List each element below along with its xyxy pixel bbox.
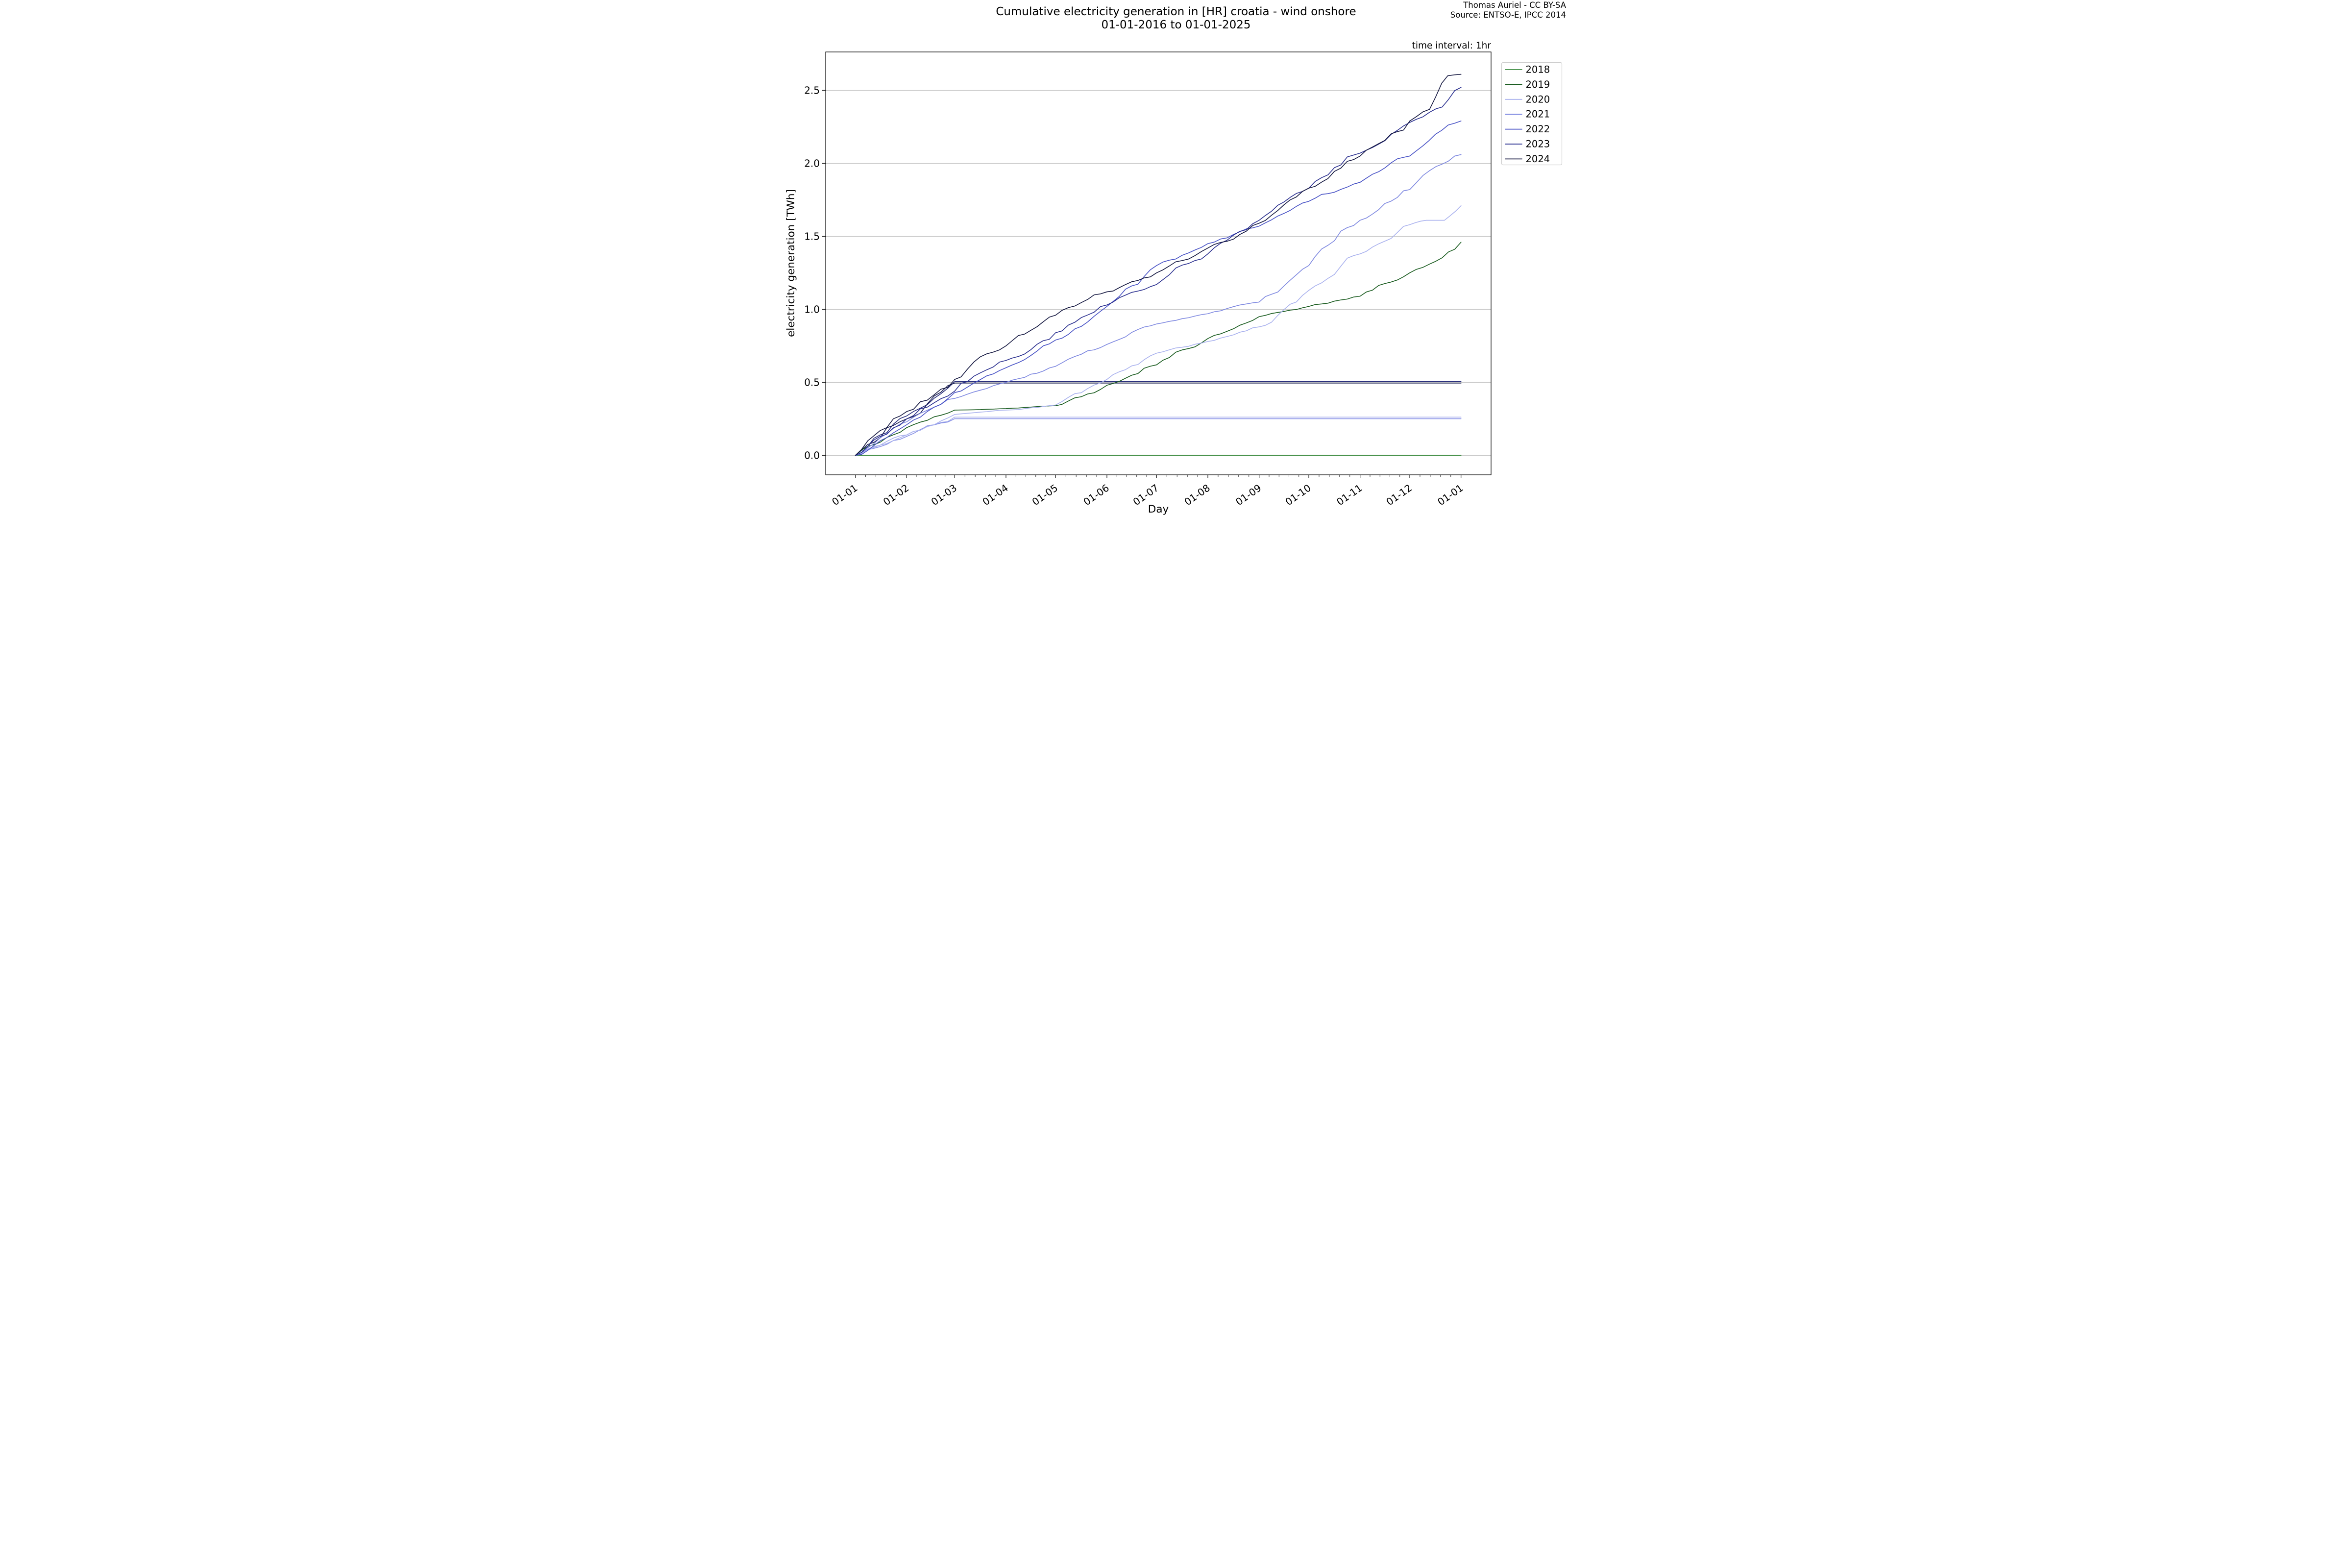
x-tick-label: 01-11: [1334, 482, 1364, 508]
series-line-2022: [855, 121, 1462, 456]
attribution-line-2: Source: ENTSO-E, IPCC 2014: [1450, 10, 1566, 20]
series-line-2023: [855, 87, 1462, 456]
series-line-unlabeled-4: [855, 418, 1462, 456]
series-line-2021: [855, 154, 1462, 456]
chart-subtitle: 01-01-2016 to 01-01-2025: [1101, 19, 1250, 31]
plot-frame: [825, 51, 1492, 475]
x-axis-label: Day: [1148, 503, 1169, 515]
legend-label-2022: 2022: [1526, 123, 1550, 135]
x-tick-label: 01-05: [1030, 482, 1060, 508]
x-tick-label: 01-01: [1435, 482, 1465, 508]
legend-label-2018: 2018: [1526, 64, 1550, 75]
y-tick-label: 2.0: [804, 157, 820, 169]
chart-title: Cumulative electricity generation in [HR…: [996, 5, 1356, 18]
y-tick-label: 1.0: [804, 303, 820, 315]
series-line-unlabeled-1: [855, 381, 1462, 456]
x-tick-label: 01-06: [1081, 482, 1111, 508]
legend-label-2020: 2020: [1526, 94, 1550, 105]
legend-box: [1501, 62, 1563, 166]
plot-area: 0.0 0.5 1.0 1.5 2.0 2.5 01-01 01-02 01-03 01-04 01…: [804, 51, 1563, 508]
legend-label-2021: 2021: [1526, 109, 1550, 120]
y-tick-label: 0.0: [804, 449, 820, 461]
legend-label-2019: 2019: [1526, 79, 1550, 90]
x-tick-label: 01-10: [1283, 482, 1313, 508]
x-tick-label: 01-08: [1182, 482, 1212, 508]
time-interval-note: time interval: 1hr: [1412, 41, 1492, 51]
legend-label-2023: 2023: [1526, 139, 1550, 150]
y-tick-label: 2.5: [804, 84, 820, 96]
series-line-2020: [855, 205, 1462, 456]
series-line-unlabeled-3: [855, 416, 1462, 456]
x-tick-label: 01-04: [980, 482, 1010, 508]
x-tick-label: 01-01: [830, 482, 859, 508]
chart-svg: Cumulative electricity generation in [HR…: [785, 0, 1567, 515]
y-tick-label: 1.5: [804, 230, 820, 242]
x-tick-label: 01-02: [881, 482, 911, 508]
x-tick-label: 01-12: [1384, 482, 1414, 508]
y-tick-label: 0.5: [804, 376, 820, 388]
x-tick-label: 01-09: [1233, 482, 1263, 508]
x-tick-label: 01-03: [929, 482, 959, 508]
y-axis-label: electricity generation [TWh]: [785, 189, 797, 337]
attribution-line-1: Thomas Auriel - CC BY-SA: [1463, 0, 1567, 10]
series-line-2019: [855, 242, 1462, 456]
series-line-2024: [855, 74, 1462, 456]
legend-label-2024: 2024: [1526, 153, 1550, 165]
series-line-unlabeled-2: [855, 383, 1462, 456]
